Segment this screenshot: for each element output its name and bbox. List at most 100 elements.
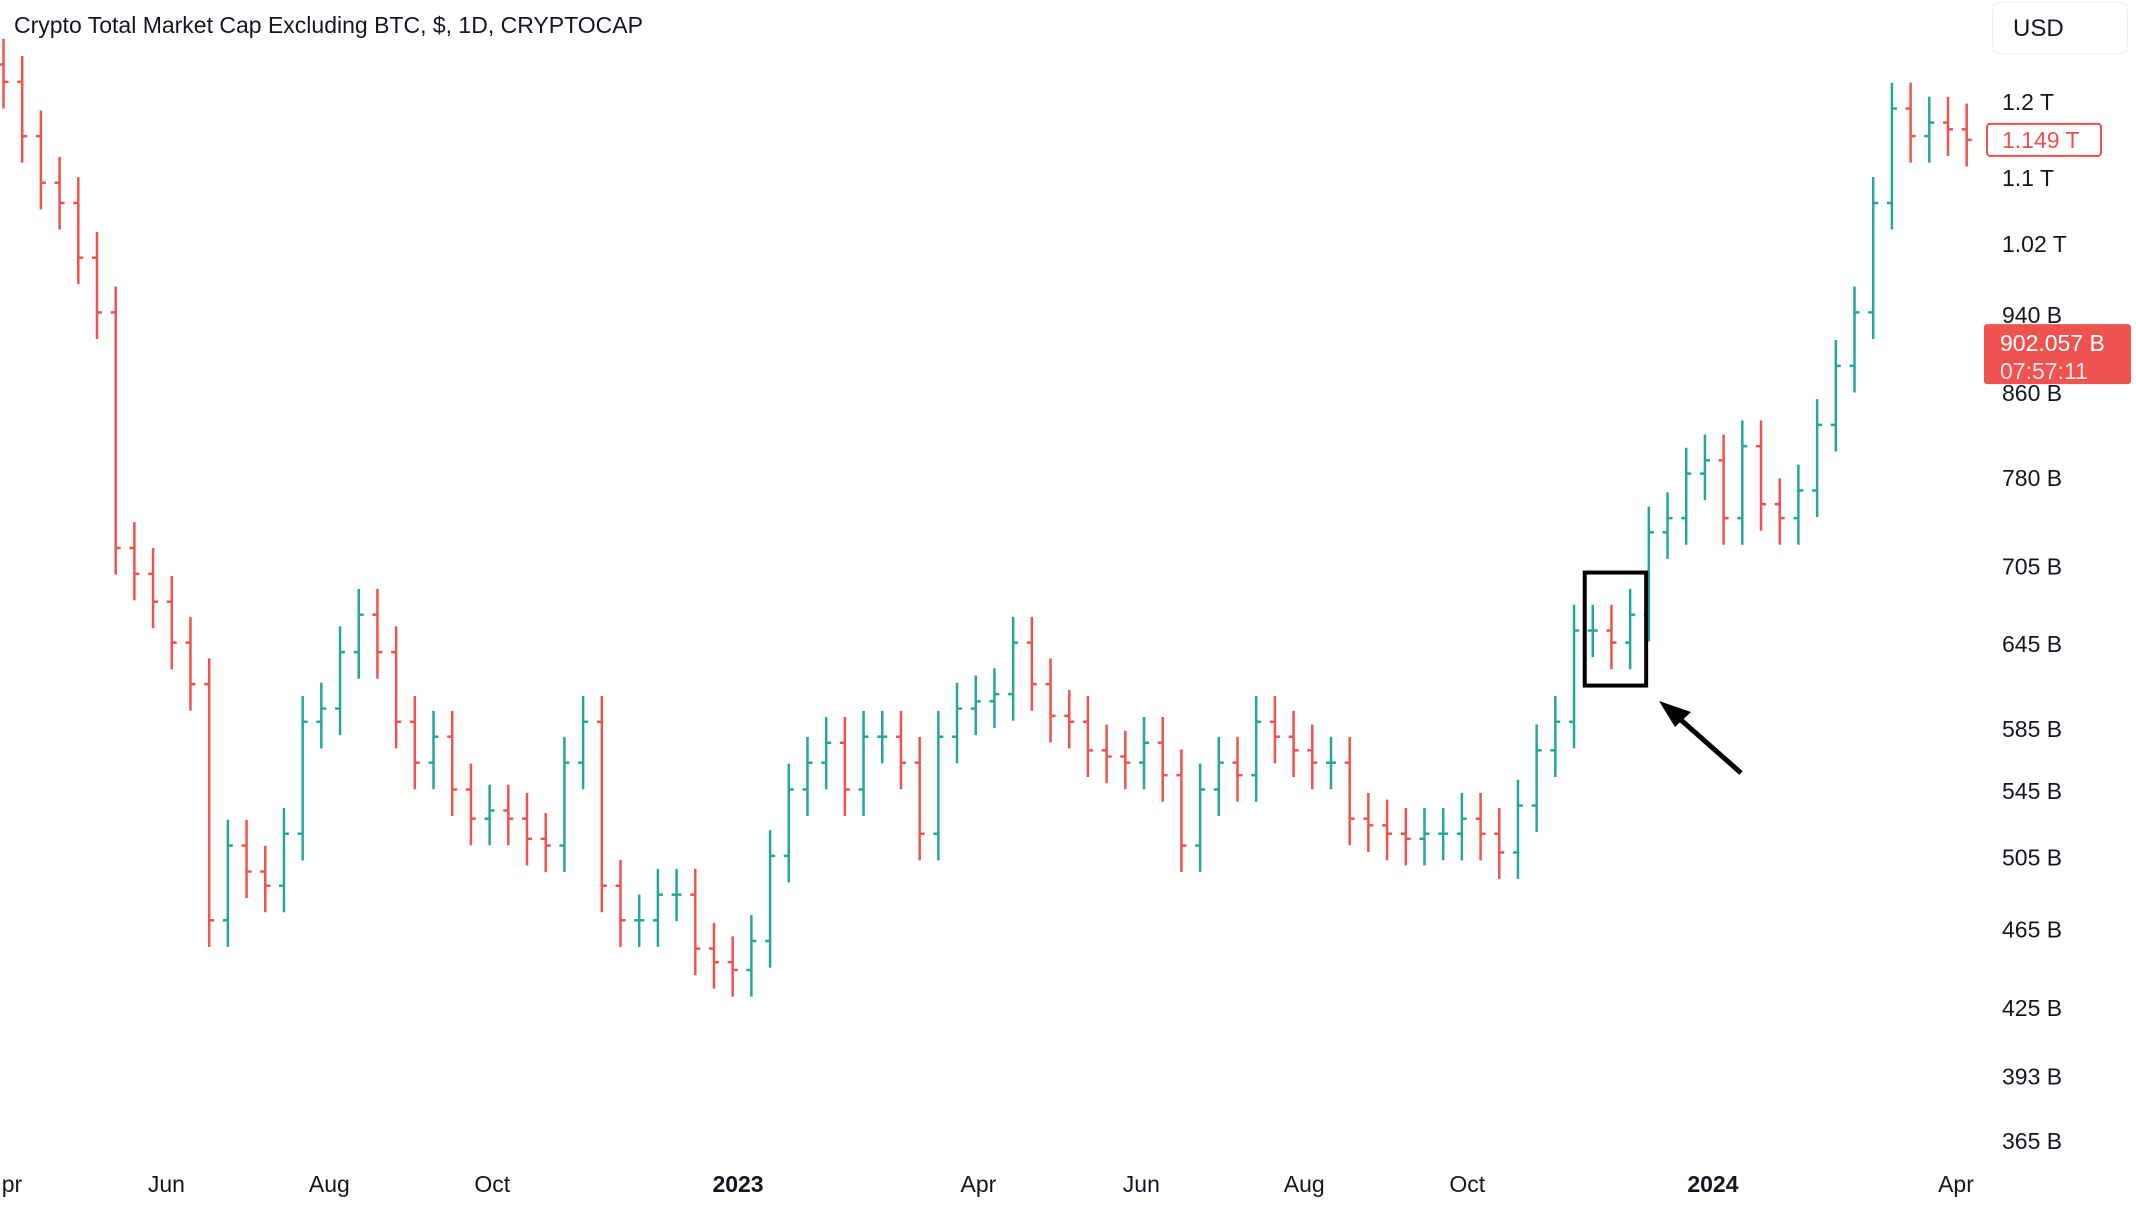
y-tick-label: 645 B [2002,631,2062,657]
ohlc-bar [129,522,140,601]
ohlc-bar [858,710,869,817]
ohlc-bar [690,868,701,976]
x-tick-label: 2024 [1687,1171,1738,1197]
ohlc-bar [204,658,215,947]
ohlc-bar [821,716,832,790]
ohlc-bar [73,177,84,285]
ohlc-bar [1176,749,1187,873]
ohlc-bar [1120,730,1131,790]
ohlc-bar [877,710,888,764]
ohlc-bar [1195,763,1206,873]
ohlc-bar [222,819,233,947]
ohlc-bar [1531,724,1542,833]
ohlc-bar [1718,434,1729,545]
price-labels: 1.149 T 902.057 B07:57:11 [1984,122,2131,385]
time-axis: pr Jun Aug Oct 2023 Apr Jun Aug Oct 2024 Apr [2,1171,1974,1197]
ohlc-bar [1830,340,1841,452]
ohlc-bar [91,231,102,339]
ohlc-bar [914,736,925,861]
ohlc-bar [1456,792,1467,861]
currency-selector[interactable]: USD [1992,2,2128,54]
ohlc-bar [1550,695,1561,777]
ohlc-bar [1064,690,1075,749]
ohlc-bar [802,736,813,817]
ohlc-bar [652,868,663,947]
last-price-label: 1.149 T [2002,127,2080,153]
ohlc-bar [428,710,439,790]
ohlc-bar [185,616,196,711]
ohlc-bars [0,38,1972,997]
ohlc-bar [241,819,252,899]
ohlc-bar [353,588,364,679]
ohlc-bar [1438,807,1449,861]
ohlc-bar [1232,736,1243,802]
ohlc-bar [1157,716,1168,802]
ohlc-bar [1569,604,1580,749]
last-price-box [1986,122,2102,157]
ohlc-bar [0,38,9,109]
y-tick-label: 505 B [2002,845,2062,871]
ohlc-bar [783,763,794,883]
chart-title: Crypto Total Market Cap Excluding BTC, $… [14,12,643,38]
ohlc-bar [1774,478,1785,545]
x-tick-label: Aug [1284,1171,1325,1197]
ohlc-bar [1382,799,1393,861]
ohlc-bar [447,710,458,817]
ohlc-bar [1793,464,1804,545]
ohlc-bar [278,807,289,913]
ohlc-bar [1737,420,1748,545]
y-tick-label: 585 B [2002,716,2062,742]
x-tick-label: Oct [1449,1171,1485,1197]
ohlc-bar [1681,447,1692,545]
ohlc-bar [970,675,981,736]
ohlc-bar [1475,792,1486,861]
ohlc-bar [1849,286,1860,393]
ohlc-bar [989,668,1000,728]
ohlc-bar [1101,724,1112,784]
ohlc-bar [1082,695,1093,777]
ohlc-bar [1419,807,1430,866]
ohlc-bar [559,736,570,873]
ohlc-bar [671,868,682,922]
x-tick-label: Apr [1938,1171,1974,1197]
ohlc-bar [615,859,626,947]
ohlc-bar [1924,96,1935,163]
ohlc-bar [316,682,327,749]
ohlc-bar [260,845,271,913]
y-tick-label: 705 B [2002,553,2062,579]
ohlc-bar [54,156,65,230]
ohlc-bar [1045,658,1056,743]
ohlc-bar [148,547,159,629]
ohlc-bar [1961,103,1972,167]
ohlc-bar [1494,807,1505,880]
ohlc-bar [1344,736,1355,846]
x-tick-label: Aug [309,1171,350,1197]
ohlc-bar [1512,779,1523,880]
ohlc-bar [1886,82,1897,230]
ohlc-bar [1325,736,1336,790]
ohlc-bar [1942,96,1953,156]
y-tick-label: 1.2 T [2002,89,2054,115]
ohlc-bar [634,894,645,947]
ohlc-bar [110,286,121,575]
ohlc-bar [166,575,177,670]
ohlc-bar [465,763,476,846]
ohlc-bar [839,716,850,817]
ohlc-bar [578,695,589,790]
arrow-shaft [1670,710,1743,775]
ohlc-bar [335,626,346,736]
ohlc-bar [1307,724,1318,790]
y-tick-label: 365 B [2002,1128,2062,1154]
ohlc-bar [1213,736,1224,817]
ohlc-bar [409,695,420,790]
ohlc-bar [1625,588,1636,670]
price-axis: 1.2 T 1.1 T 1.02 T 940 B 860 B 780 B 705 B 645 … [2002,89,2067,1154]
x-tick-label: Oct [474,1171,510,1197]
ohlc-bar [952,682,963,764]
ohlc-bar [35,110,46,210]
highlight-box [1582,570,1649,688]
ohlc-bar [297,695,308,861]
ohlc-bar [484,784,495,846]
ohlc-bar [1606,604,1617,670]
